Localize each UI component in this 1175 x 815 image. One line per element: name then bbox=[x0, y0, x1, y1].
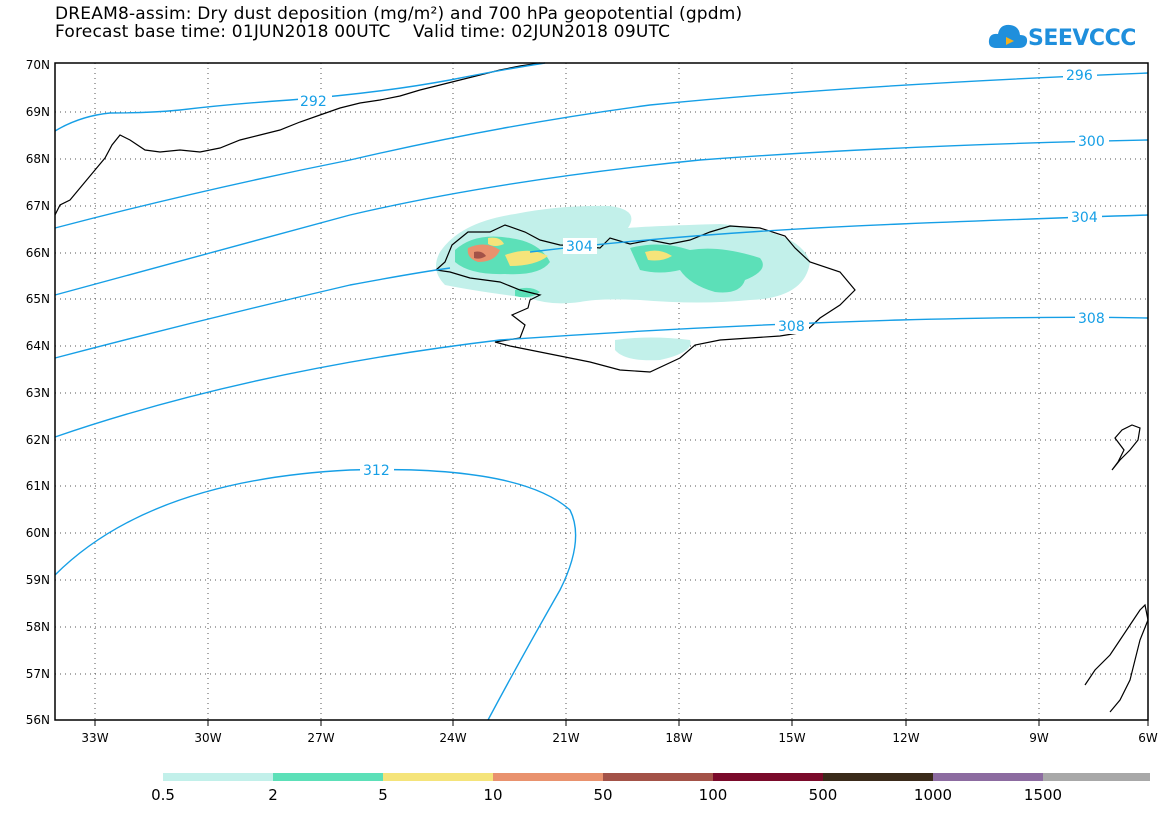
lon-label: 15W bbox=[778, 731, 805, 745]
contour-label-304-east: 304 bbox=[1071, 210, 1098, 226]
geopotential-contours bbox=[54, 62, 1149, 721]
color-legend: 0.5 2 5 10 50 100 500 1000 1500 bbox=[151, 773, 1150, 804]
lat-label: 56N bbox=[26, 713, 50, 727]
contour-304-west bbox=[54, 267, 451, 359]
lat-label: 58N bbox=[26, 620, 50, 634]
lon-label: 30W bbox=[194, 731, 221, 745]
contour-312 bbox=[54, 468, 577, 721]
legend-label: 500 bbox=[809, 786, 838, 804]
dust-area-south bbox=[615, 337, 691, 361]
seevccc-logo: SEEVCCC bbox=[988, 18, 1136, 58]
legend-swatch bbox=[603, 773, 713, 781]
legend-label: 100 bbox=[699, 786, 728, 804]
lon-label: 6W bbox=[1138, 731, 1158, 745]
lon-label: 21W bbox=[552, 731, 579, 745]
lon-label: 18W bbox=[665, 731, 692, 745]
contour-308 bbox=[54, 316, 1149, 438]
legend-label: 10 bbox=[483, 786, 502, 804]
legend-swatch bbox=[383, 773, 493, 781]
greenland-coast bbox=[54, 62, 541, 216]
contour-labels: 292 296 300 304 304 308 308 312 bbox=[298, 67, 1109, 479]
legend-swatch bbox=[933, 773, 1043, 781]
contour-label-308-center: 308 bbox=[778, 319, 805, 335]
dust-deposition-shading bbox=[436, 205, 810, 361]
longitude-labels: 33W 30W 27W 24W 21W 18W 15W 12W 9W 6W bbox=[81, 731, 1157, 745]
legend-label: 1000 bbox=[914, 786, 952, 804]
lat-label: 67N bbox=[26, 199, 50, 213]
ticks bbox=[94, 720, 1149, 726]
legend-label: 50 bbox=[593, 786, 612, 804]
coastlines bbox=[54, 62, 1149, 713]
legend-swatch bbox=[163, 773, 273, 781]
lat-label: 69N bbox=[26, 105, 50, 119]
legend-label: 0.5 bbox=[151, 786, 175, 804]
logo-text: SEEVCCC bbox=[1028, 26, 1136, 51]
map-title-line2: Forecast base time: 01JUN2018 00UTC Vali… bbox=[55, 22, 671, 42]
contour-292 bbox=[54, 62, 546, 132]
contour-label-292: 292 bbox=[300, 94, 327, 110]
lon-label: 24W bbox=[439, 731, 466, 745]
legend-label: 2 bbox=[268, 786, 278, 804]
legend-swatch bbox=[713, 773, 823, 781]
scotland-coast bbox=[1084, 603, 1149, 713]
contour-label-308-east: 308 bbox=[1078, 311, 1105, 327]
lat-label: 60N bbox=[26, 526, 50, 540]
lat-label: 61N bbox=[26, 479, 50, 493]
lat-label: 59N bbox=[26, 573, 50, 587]
cloud-icon bbox=[988, 24, 1028, 48]
map-frame bbox=[54, 62, 1149, 721]
legend-swatch bbox=[273, 773, 383, 781]
lat-label: 63N bbox=[26, 386, 50, 400]
lat-label: 65N bbox=[26, 292, 50, 306]
map-title-line1: DREAM8-assim: Dry dust deposition (mg/m²… bbox=[55, 4, 743, 24]
contour-label-304-center: 304 bbox=[566, 239, 593, 255]
contour-296 bbox=[54, 72, 1149, 229]
legend-label: 1500 bbox=[1024, 786, 1062, 804]
contour-300 bbox=[54, 139, 1149, 296]
lat-label: 57N bbox=[26, 667, 50, 681]
contour-label-296: 296 bbox=[1066, 68, 1093, 84]
lon-label: 27W bbox=[307, 731, 334, 745]
legend-swatch bbox=[493, 773, 603, 781]
lon-label: 33W bbox=[81, 731, 108, 745]
legend-swatch bbox=[1043, 773, 1150, 781]
lat-label: 64N bbox=[26, 339, 50, 353]
legend-label: 5 bbox=[378, 786, 388, 804]
lat-label: 68N bbox=[26, 152, 50, 166]
lon-label: 9W bbox=[1029, 731, 1049, 745]
legend-swatch bbox=[823, 773, 933, 781]
contour-label-300: 300 bbox=[1078, 134, 1105, 150]
lon-label: 12W bbox=[892, 731, 919, 745]
norway-coast-north bbox=[1111, 424, 1141, 471]
grid bbox=[55, 63, 1148, 720]
lat-label: 62N bbox=[26, 433, 50, 447]
lat-label: 66N bbox=[26, 246, 50, 260]
contour-label-312: 312 bbox=[363, 463, 390, 479]
latitude-labels: 70N 69N 68N 67N 66N 65N 64N 63N 62N 61N … bbox=[26, 58, 50, 727]
lat-label: 70N bbox=[26, 58, 50, 72]
